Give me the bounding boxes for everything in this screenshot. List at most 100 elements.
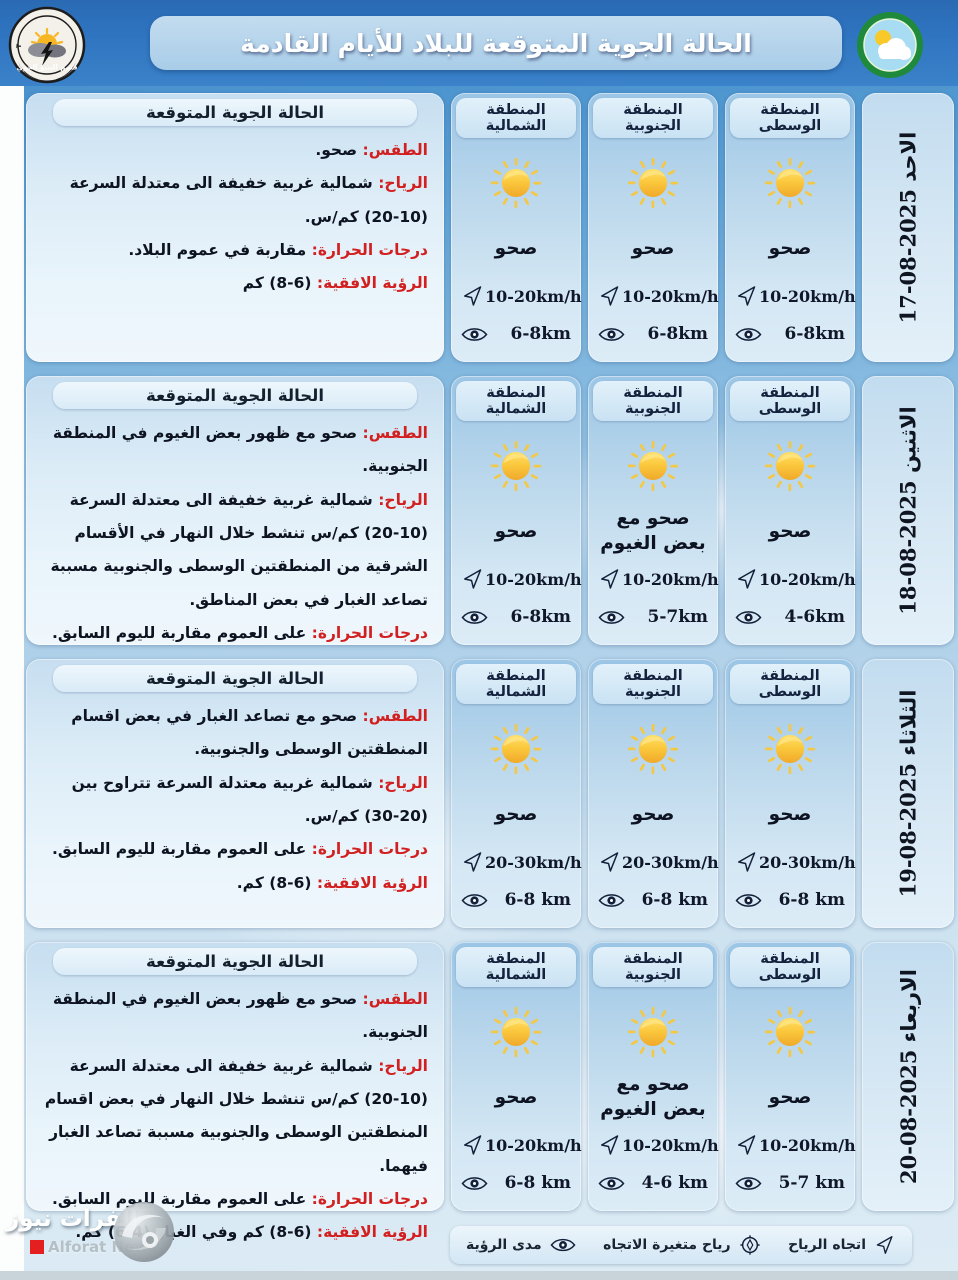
forecast-card-title: الحالة الجوية المتوقعة <box>53 665 417 692</box>
region-card-southern: المنطقة الجنوبية <box>588 659 719 928</box>
sun-icon <box>764 157 816 209</box>
forecast-card: الحالة الجوية المتوقعة الطقس: صحو مع تصا… <box>26 659 444 928</box>
forecast-visibility-line: الرؤية الافقية: (6-8) كم. <box>236 873 428 892</box>
sun-icon <box>627 1006 679 1058</box>
condition-text: صحو <box>631 803 675 825</box>
wind-direction-arrow-icon <box>601 286 619 306</box>
forecast-card: الحالة الجوية المتوقعة الطقس: صحو مع ظهو… <box>26 942 444 1241</box>
forecast-weather-line: الطقس: صحو. <box>315 141 428 159</box>
visibility-value: 5-7 km <box>778 1173 845 1193</box>
visibility-eye-icon <box>735 610 762 624</box>
day-label: الثلاثاء 2025-08-19 <box>895 689 921 898</box>
day-column: الثلاثاء 2025-08-19 <box>862 659 954 928</box>
region-name: المنطقة الوسطى <box>730 947 850 987</box>
wind-direction-arrow-icon <box>464 1135 482 1155</box>
visibility-value: 4-6km <box>784 607 845 627</box>
visibility-value: 6-8 km <box>641 890 708 910</box>
wind-direction-arrow-icon <box>601 569 619 589</box>
condition-text: صحو مع بعض الغيوم <box>600 508 706 554</box>
region-name: المنطقة الوسطى <box>730 98 850 138</box>
visibility-row: 6-8km <box>588 324 718 344</box>
region-name: المنطقة الجنوبية <box>593 664 713 704</box>
condition-text: صحو <box>768 520 812 542</box>
wind-speed-value: 10-20km/h <box>759 569 856 589</box>
visibility-row: 5-7km <box>588 607 718 627</box>
visibility-row: 6-8km <box>451 324 581 344</box>
bottom-edge-bar <box>0 1271 958 1280</box>
region-card-northern: المنطقة الشمالية <box>451 659 582 928</box>
forecast-card: الحالة الجوية المتوقعة الطقس: صحو مع ظهو… <box>26 376 444 675</box>
condition-text: صحو <box>768 1086 812 1108</box>
dept-banner-text: قسم التنبؤ الجوي <box>17 64 78 72</box>
legend-variable-wind: رياح متغيرة الاتجاه <box>603 1234 760 1256</box>
region-name: المنطقة الشمالية <box>456 381 576 421</box>
wind-direction-arrow-icon <box>738 286 756 306</box>
condition-text: صحو <box>631 237 675 259</box>
forecast-weather-line: الطقس: صحو مع ظهور بعض الغيوم في المنطقة… <box>52 424 428 476</box>
sun-icon <box>764 1006 816 1058</box>
region-card-central: المنطقة الوسطى <box>725 659 856 928</box>
wind-direction-arrow-icon <box>601 1135 619 1155</box>
visibility-row: 6-8 km <box>588 890 718 910</box>
legend: اتجاه الرياح رياح متغيرة الاتجاه <box>450 1226 912 1264</box>
day-row: الاربعاء 2025-08-20 المنطقة الوسطى <box>26 935 958 1241</box>
region-card-central: المنطقة الوسطى <box>725 942 856 1211</box>
wind-row: 10-20km/h <box>725 1133 856 1157</box>
forecast-wind-line: الرياح: شمالية غربية خفيفة الى معتدلة ال… <box>50 490 429 609</box>
forecast-text: الطقس: صحو. الرياح: شمالية غربية خفيفة ا… <box>26 126 444 307</box>
wind-row: 20-30km/h <box>725 850 856 874</box>
forecast-card-title: الحالة الجوية المتوقعة <box>53 948 417 975</box>
forecast-card-title: الحالة الجوية المتوقعة <box>53 382 417 409</box>
wind-row: 20-30km/h <box>588 850 719 874</box>
wind-row: 10-20km/h <box>451 1133 582 1157</box>
sun-icon <box>764 723 816 775</box>
visibility-eye-icon <box>598 1176 625 1190</box>
wind-speed-value: 10-20km/h <box>622 569 719 589</box>
sun-icon <box>490 1006 542 1058</box>
forecast-rows: الاحد 2025-08-17 المنطقة الوسطى <box>26 86 958 1241</box>
wind-speed-value: 10-20km/h <box>485 1135 582 1155</box>
wind-speed-value: 20-30km/h <box>622 852 719 872</box>
visibility-row: 6-8km <box>725 324 855 344</box>
visibility-eye-icon <box>461 610 488 624</box>
sun-icon <box>627 723 679 775</box>
wind-speed-value: 10-20km/h <box>622 1135 719 1155</box>
wind-direction-arrow-icon <box>738 569 756 589</box>
region-card-northern: المنطقة الشمالية <box>451 376 582 645</box>
visibility-row: 6-8km <box>451 607 581 627</box>
condition-text: صحو <box>768 803 812 825</box>
visibility-row: 4-6km <box>725 607 855 627</box>
forecast-wind-line: الرياح: شمالية غربية معتدلة السرعة تتراو… <box>71 773 428 825</box>
wind-direction-arrow-icon <box>738 1135 756 1155</box>
region-name: المنطقة الوسطى <box>730 664 850 704</box>
day-row: الاحد 2025-08-17 المنطقة الوسطى <box>26 86 958 369</box>
day-column: الاربعاء 2025-08-20 <box>862 942 954 1211</box>
forecast-card-title: الحالة الجوية المتوقعة <box>53 99 417 126</box>
day-column: الاحد 2025-08-17 <box>862 93 954 362</box>
visibility-eye-icon <box>735 1176 762 1190</box>
wind-row: 10-20km/h <box>588 1133 719 1157</box>
wind-direction-arrow-icon <box>601 852 619 872</box>
sun-icon <box>627 440 679 492</box>
region-name: المنطقة الشمالية <box>456 98 576 138</box>
legend-visibility: مدى الرؤية <box>466 1236 576 1254</box>
wind-speed-value: 10-20km/h <box>622 286 719 306</box>
region-card-southern: المنطقة الجنوبية <box>588 942 719 1211</box>
forecast-temps-line: درجات الحرارة: على العموم مقاربة لليوم ا… <box>52 840 428 859</box>
meteorology-org-logo <box>856 11 924 79</box>
watermark-red-square <box>30 1240 44 1254</box>
wind-speed-value: 10-20km/h <box>759 1135 856 1155</box>
region-card-central: المنطقة الوسطى <box>725 376 856 645</box>
wind-direction-arrow-icon <box>738 852 756 872</box>
visibility-value: 6-8km <box>510 324 571 344</box>
wind-row: 10-20km/h <box>451 284 582 308</box>
region-name: المنطقة الجنوبية <box>593 98 713 138</box>
footer: اتجاه الرياح رياح متغيرة الاتجاه <box>0 1202 958 1280</box>
day-label: الاحد 2025-08-17 <box>895 131 921 324</box>
visibility-row: 6-8 km <box>451 1173 581 1193</box>
day-label: الاربعاء 2025-08-20 <box>895 969 921 1184</box>
sun-icon <box>627 157 679 209</box>
wind-direction-arrow-icon <box>464 569 482 589</box>
page-title: الحالة الجوية المتوقعة للبلاد للأيام الق… <box>240 28 752 58</box>
wind-row: 10-20km/h <box>725 567 856 591</box>
